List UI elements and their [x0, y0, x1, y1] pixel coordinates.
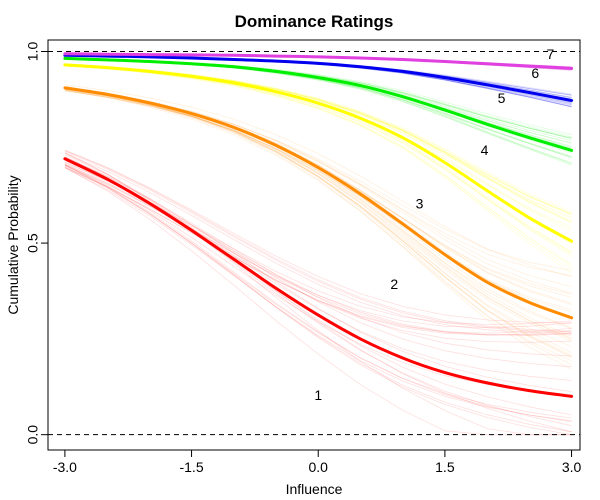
x-tick-label: 3.0 [562, 459, 582, 475]
sample-curve [64, 167, 572, 436]
sample-curve [64, 156, 572, 368]
category-label-3: 3 [416, 195, 424, 211]
sample-curve [64, 165, 572, 329]
sample-curve [64, 84, 572, 277]
x-axis-label: Influence [286, 481, 343, 497]
x-tick-label: -3.0 [53, 459, 77, 475]
sample-curve [64, 57, 572, 165]
category-label-1: 1 [314, 387, 322, 403]
chart-title: Dominance Ratings [235, 12, 394, 31]
reference-lines [48, 50, 580, 436]
sample-curve [64, 164, 572, 423]
sample-curve [64, 156, 572, 357]
posterior-sample-curves [64, 53, 572, 436]
sample-curve [64, 87, 572, 357]
y-tick-label: 0.0 [25, 425, 41, 445]
y-tick-label: 1.0 [25, 42, 41, 62]
x-axis: -3.0 -1.5 0.0 1.5 3.0 [53, 450, 582, 475]
sample-curve [64, 64, 572, 242]
sample-curve [64, 152, 572, 433]
mean-curve-2 [63, 86, 574, 320]
category-labels: 1 2 3 4 5 67 [314, 46, 554, 403]
sample-curve [64, 164, 572, 436]
sample-curve [64, 158, 572, 381]
x-tick-label: -1.5 [179, 459, 203, 475]
sample-curve [64, 164, 572, 343]
y-tick-label: 0.5 [25, 233, 41, 253]
mean-curve-3 [63, 63, 574, 243]
mean-curve-1 [63, 157, 574, 398]
sample-curve [64, 152, 572, 334]
x-tick-label: 1.5 [435, 459, 455, 475]
category-label-2: 2 [390, 276, 398, 292]
sample-curve [64, 88, 572, 342]
sample-curve [64, 90, 572, 311]
category-label-5: 5 [498, 90, 506, 106]
sample-curve [64, 64, 572, 253]
sample-curve [64, 89, 572, 348]
category-label-6: 6 [531, 65, 539, 81]
plot-frame [47, 39, 581, 451]
x-tick-label: 0.0 [308, 459, 328, 475]
sample-curve [64, 87, 572, 370]
mean-curve-5 [63, 53, 574, 102]
sample-curve [64, 65, 572, 270]
sample-curve [64, 86, 572, 337]
category-label-4: 4 [481, 142, 489, 158]
mean-curve-4 [63, 56, 574, 152]
category-label-7: 7 [547, 46, 555, 62]
sample-curve [64, 167, 572, 336]
sample-curve [64, 88, 572, 330]
mean-curves [63, 52, 574, 398]
sample-curve [64, 166, 572, 419]
sample-curve [64, 167, 572, 422]
sample-curve [64, 151, 572, 436]
sample-curve [64, 86, 572, 317]
sample-curve [64, 154, 572, 393]
sample-curve [64, 63, 572, 224]
sample-curve [64, 64, 572, 267]
mean-curve-6 [63, 52, 574, 70]
y-axis: 0.0 0.5 1.0 [25, 42, 48, 445]
sample-curve [64, 65, 572, 265]
sample-curve [64, 167, 572, 334]
sample-curve [64, 87, 572, 356]
sample-curve [64, 164, 572, 395]
sample-curve [64, 150, 572, 333]
y-axis-label: Cumulative Probability [5, 175, 21, 314]
sample-curve [64, 150, 572, 332]
sample-curve [64, 164, 572, 433]
sample-curve [64, 149, 572, 324]
sample-curve [64, 89, 572, 362]
